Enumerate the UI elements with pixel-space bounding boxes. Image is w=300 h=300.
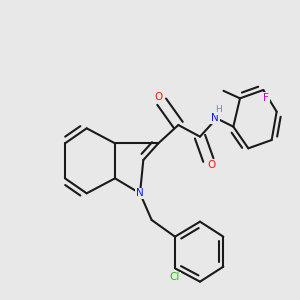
Text: N: N — [211, 113, 219, 123]
Text: F: F — [263, 92, 269, 103]
Text: O: O — [207, 160, 215, 170]
Text: Cl: Cl — [170, 272, 180, 282]
Text: H: H — [215, 105, 221, 114]
Text: N: N — [136, 188, 144, 198]
Text: O: O — [154, 92, 163, 102]
